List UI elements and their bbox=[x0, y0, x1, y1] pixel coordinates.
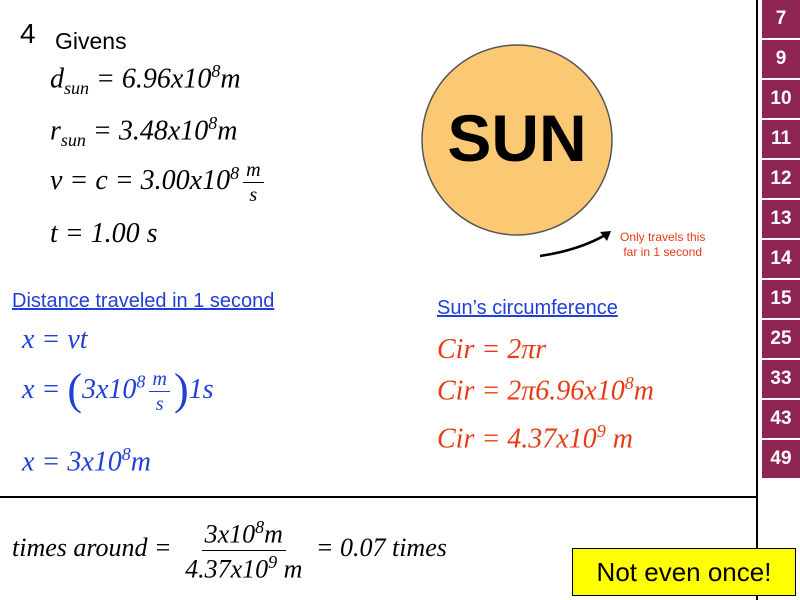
equation: x = vt bbox=[22, 326, 88, 354]
sidebar-item[interactable]: 15 bbox=[762, 280, 800, 318]
sidebar-item[interactable]: 10 bbox=[762, 80, 800, 118]
math-text: m bbox=[605, 423, 633, 455]
superscript: 8 bbox=[211, 61, 221, 81]
sun-note: Only travels this far in 1 second bbox=[620, 230, 705, 260]
math-text: = bbox=[154, 533, 179, 563]
equation: Cir = 2πr bbox=[437, 336, 546, 364]
fraction: 3x108m 4.37x109 m bbox=[182, 518, 305, 582]
sidebar-item[interactable]: 49 bbox=[762, 440, 800, 478]
math-text: x = bbox=[22, 374, 68, 405]
math-text: Cir = 2π6.96x10 bbox=[437, 375, 625, 407]
superscript: 8 bbox=[230, 162, 240, 183]
math-text: m bbox=[264, 519, 283, 549]
math-text: Cir = 2πr bbox=[437, 334, 547, 365]
math-text: = 3.48x10 bbox=[85, 115, 209, 147]
givens-title: Givens bbox=[55, 28, 127, 54]
math-text: m bbox=[220, 63, 241, 95]
denominator: s bbox=[153, 392, 167, 414]
math-text: d bbox=[50, 63, 64, 95]
circumference-heading: Sun’s circumference bbox=[437, 297, 618, 319]
math-text: s bbox=[155, 393, 164, 416]
paren: ( bbox=[67, 365, 82, 414]
math-text: t = 1.00 s bbox=[50, 218, 158, 249]
note-line: Only travels this bbox=[620, 230, 706, 244]
math-text: v = c = 3.00x10 bbox=[50, 165, 231, 197]
paren: ) bbox=[173, 365, 189, 414]
numerator: m bbox=[243, 159, 264, 184]
numerator: m bbox=[149, 367, 170, 393]
math-text: 1s bbox=[188, 374, 214, 405]
math-text: m bbox=[152, 367, 167, 390]
numerator: 3x108m bbox=[201, 517, 286, 551]
equation: Cir = 4.37x109 m bbox=[437, 422, 633, 453]
math-text: m bbox=[130, 446, 151, 478]
equation: x = (3x108 m s)1s bbox=[22, 365, 214, 415]
result-equation: times around = 3x108m 4.37x109 m = 0.07 t… bbox=[12, 518, 447, 582]
math-text: = 0.07 times bbox=[309, 533, 447, 563]
sun-circle bbox=[421, 44, 613, 236]
sidebar-item[interactable]: 33 bbox=[762, 360, 800, 398]
sidebar-item[interactable]: 14 bbox=[762, 240, 800, 278]
equation: x = 3x108m bbox=[22, 445, 151, 476]
denominator: s bbox=[246, 183, 260, 205]
math-text: m bbox=[246, 159, 261, 181]
math-text: r bbox=[50, 115, 61, 147]
arrow-head bbox=[600, 231, 611, 241]
sidebar-item[interactable]: 11 bbox=[762, 120, 800, 158]
equation: v = c = 3.00x108 m s bbox=[50, 160, 268, 205]
math-text: x = vt bbox=[22, 324, 88, 355]
sidebar-item[interactable]: 7 bbox=[762, 0, 800, 38]
math-text: = 6.96x10 bbox=[89, 63, 212, 95]
math-text: 3x10 bbox=[81, 374, 137, 405]
math-text: s bbox=[249, 184, 258, 207]
superscript: 8 bbox=[624, 373, 634, 393]
subscript: sun bbox=[64, 77, 90, 98]
superscript: 9 bbox=[268, 551, 278, 572]
note-line: far in 1 second bbox=[623, 245, 703, 259]
equation: dsun = 6.96x108m bbox=[50, 62, 241, 97]
math-text: x = 3x10 bbox=[22, 446, 122, 478]
equation: Cir = 2π6.96x108m bbox=[437, 374, 654, 405]
equation: rsun = 3.48x108m bbox=[50, 114, 237, 149]
superscript: 8 bbox=[136, 371, 146, 392]
sidebar-item[interactable]: 25 bbox=[762, 320, 800, 358]
math-text: times around bbox=[12, 533, 155, 563]
sidebar-item[interactable]: 9 bbox=[762, 40, 800, 78]
sun-label: SUN bbox=[447, 101, 587, 175]
distance-heading: Distance traveled in 1 second bbox=[12, 290, 275, 312]
math-text: 3x10 bbox=[204, 519, 256, 549]
superscript: 8 bbox=[255, 517, 265, 537]
math-text: m bbox=[277, 554, 303, 584]
math-text: 4.37x10 bbox=[185, 554, 269, 584]
equation: t = 1.00 s bbox=[50, 220, 158, 248]
math-text: m bbox=[633, 375, 654, 407]
math-text: m bbox=[217, 115, 238, 147]
subscript: sun bbox=[60, 129, 86, 150]
superscript: 8 bbox=[208, 113, 218, 133]
callout: Not even once! bbox=[572, 548, 796, 596]
sidebar-item[interactable]: 12 bbox=[762, 160, 800, 198]
superscript: 8 bbox=[121, 444, 131, 464]
denominator: 4.37x109 m bbox=[182, 551, 305, 583]
math-text: Cir = 4.37x10 bbox=[437, 423, 597, 455]
sidebar-item[interactable]: 43 bbox=[762, 400, 800, 438]
slide-number: 4 bbox=[20, 18, 36, 49]
superscript: 9 bbox=[596, 421, 606, 441]
sidebar-item[interactable]: 13 bbox=[762, 200, 800, 238]
arrow bbox=[539, 232, 608, 258]
